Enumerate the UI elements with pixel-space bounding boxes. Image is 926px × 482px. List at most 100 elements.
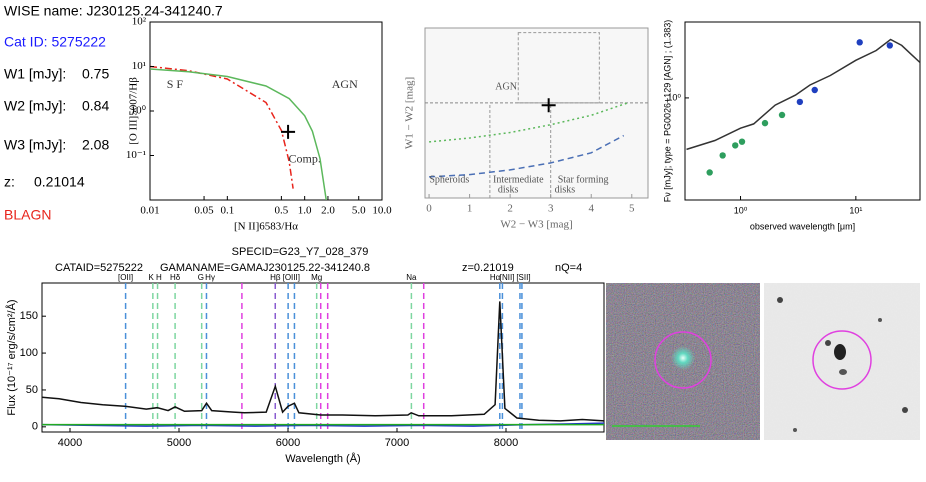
source	[834, 344, 846, 360]
y-tick-label: 10⁰	[131, 105, 147, 117]
point	[778, 111, 786, 119]
y-tick-label: 0	[32, 421, 38, 433]
star	[878, 318, 882, 322]
x-tick-label: 0.01	[140, 205, 159, 217]
line-label: H	[156, 273, 162, 282]
infrared-cutout	[764, 283, 920, 440]
x-tick-label: 0	[426, 203, 432, 215]
info-panel: WISE name: J230125.24-341240.7 Cat ID: 5…	[4, 3, 223, 223]
annotation: Star forming	[558, 174, 609, 185]
point	[796, 98, 804, 106]
x-tick-label: 0.5	[275, 205, 289, 217]
z-value: 0.21014	[34, 174, 85, 190]
aperture	[654, 331, 712, 389]
x-tick-label: 2.0	[321, 205, 335, 217]
x-axis-label: observed wavelength [μm]	[750, 221, 855, 231]
aperture	[812, 330, 872, 390]
w1-label: W1 [mJy]:	[4, 66, 66, 82]
line-label: Mg	[311, 273, 322, 282]
y-axis-label: W1 − W2 [mag]	[404, 77, 416, 149]
annotation: Spheroids	[429, 174, 469, 185]
point	[738, 138, 746, 145]
line-label: [NII]	[500, 273, 515, 282]
w3-value: 2.08	[82, 137, 109, 153]
series-line	[429, 102, 628, 143]
source	[825, 340, 831, 346]
agn-box	[517, 32, 600, 104]
y-tick-label: 10¹	[132, 60, 146, 72]
x-tick-label: 0.1	[220, 205, 234, 217]
y-axis-label: Flux (10⁻¹⁷ erg/s/cm²/Å)	[5, 299, 18, 415]
x-tick-label: 5.0	[352, 205, 366, 217]
y-tick-label: 50	[26, 384, 38, 396]
x-tick-label: 1.0	[298, 205, 312, 217]
y-axis-label: Fν [mJy]; type = PG0026+129 [AGN] ; (1.3…	[662, 20, 672, 203]
x-tick-label: 5	[629, 203, 635, 215]
annotation: disks	[498, 184, 519, 195]
x-tick-label: 10⁰	[734, 205, 748, 215]
y-tick-label: 10⁻¹	[126, 149, 146, 161]
chart-title: SPECID=G23_Y7_028_379	[232, 246, 369, 258]
plot-content	[425, 32, 648, 198]
w2-label: W2 [mJy]:	[4, 98, 66, 114]
series-line	[150, 65, 294, 189]
optical-cutout	[606, 283, 760, 440]
y-tick-label: 10⁰	[667, 92, 681, 102]
x-axis-label: [N II]6583/Hα	[234, 221, 298, 233]
x-tick-label: 4000	[58, 437, 82, 449]
plot-area	[424, 27, 649, 199]
series-line	[150, 68, 328, 200]
point	[541, 98, 556, 113]
source	[839, 369, 847, 375]
x-tick-label: 7000	[385, 437, 409, 449]
line-label: Na	[406, 273, 417, 282]
x-tick-label: 2	[507, 203, 513, 215]
annotation: Intermediate	[493, 174, 544, 185]
y-tick-label: 150	[20, 310, 38, 322]
series-line	[429, 134, 625, 178]
series-line	[686, 38, 920, 151]
header-text: GAMANAME=GAMAJ230125.22-341240.8	[160, 262, 370, 274]
x-tick-label: 8000	[494, 437, 518, 449]
point	[811, 86, 818, 94]
wise-name: WISE name: J230125.24-341240.7	[4, 3, 223, 19]
point	[886, 42, 894, 49]
plot-area	[684, 21, 921, 201]
x-tick-label: 4	[588, 203, 594, 215]
line-label: Hα	[490, 273, 501, 282]
star	[793, 428, 797, 432]
point	[856, 39, 863, 46]
w3-label: W3 [mJy]:	[4, 137, 66, 153]
star	[902, 407, 908, 413]
line-label: G	[198, 273, 204, 282]
source	[671, 346, 695, 370]
point	[281, 124, 296, 139]
point	[732, 142, 739, 149]
annotation: disks	[555, 184, 576, 195]
chart: 0.01 0.05 0.1 0.5 1.0 2.0 5.0 10.0 10⁻¹ 10⁰ 10¹ 10²…	[126, 16, 392, 233]
x-tick-label: 0.05	[194, 205, 214, 217]
point	[706, 169, 713, 176]
image-noise	[764, 283, 920, 440]
series-line	[42, 301, 604, 422]
x-tick-label: 3	[548, 203, 554, 215]
line-label: [OII]	[118, 273, 133, 282]
plot-content	[686, 38, 920, 176]
header-text: nQ=4	[555, 262, 582, 274]
y-tick-label: 100	[20, 347, 38, 359]
x-axis-label: Wavelength (Å)	[285, 452, 360, 465]
annotation: AGN	[495, 82, 517, 93]
y-axis-label: [O III]5007/Hβ	[128, 77, 140, 145]
y-tick-label: 10²	[132, 16, 147, 28]
w1-value: 0.75	[82, 66, 109, 82]
cat-id: Cat ID: 5275222	[4, 34, 106, 50]
annotation: AGN	[332, 77, 358, 91]
line-label: Hγ	[205, 273, 215, 282]
x-tick-label: 6000	[276, 437, 300, 449]
plot-area	[149, 21, 383, 201]
plot-content	[150, 65, 328, 200]
x-tick-label: 1	[467, 203, 473, 215]
line-label: K	[149, 273, 155, 282]
